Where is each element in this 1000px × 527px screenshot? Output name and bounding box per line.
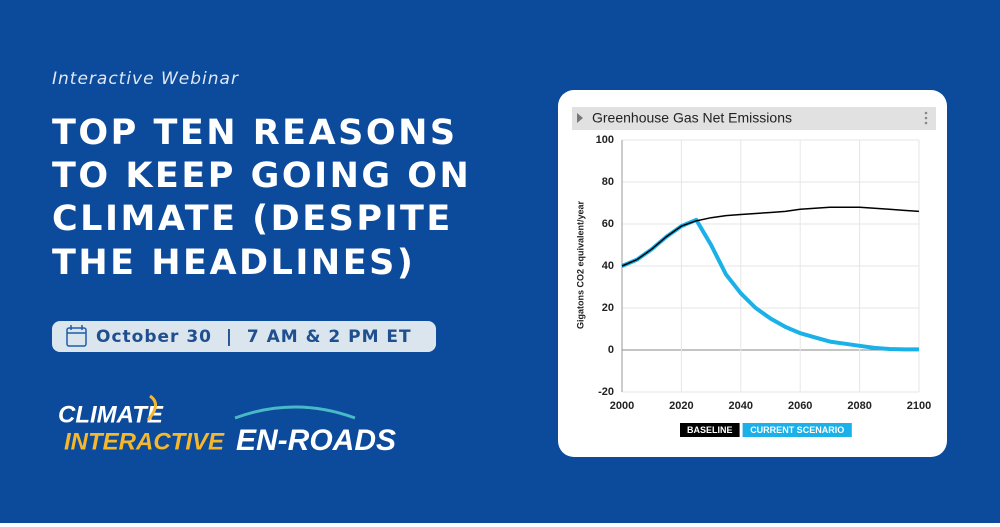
legend-swatch [680,423,740,437]
title-line: TOP TEN REASONS [52,113,458,153]
y-tick-label: 80 [602,176,614,188]
title-line: CLIMATE (DESPITE [52,199,453,239]
y-tick-label: 40 [602,260,614,272]
series-line [621,206,920,267]
x-tick-label: 2100 [907,400,931,412]
menu-dots [924,111,928,125]
title-line: THE HEADLINES) [52,243,415,283]
x-tick-label: 2080 [847,400,871,412]
y-tick-label: 0 [608,344,614,356]
y-tick-label: 100 [596,134,614,146]
legend-swatch [742,423,852,437]
legend-label: BASELINE [687,425,733,435]
x-tick-label: 2060 [788,400,812,412]
logo-text: CLIMATE [58,401,164,428]
x-tick-label: 2000 [610,400,634,412]
x-tick-label: 2020 [669,400,693,412]
y-tick-label: 60 [602,218,614,230]
logo-text: INTERACTIVE [64,428,225,455]
chart-header [572,107,936,130]
legend-label: CURRENT SCENARIO [750,425,844,435]
chart-title: Greenhouse Gas Net Emissions [592,110,792,126]
y-tick-label: -20 [598,386,614,398]
title: TOP TEN REASONS TO KEEP GOING ON CLIMATE… [52,113,471,283]
title-line: TO KEEP GOING ON [52,156,471,196]
logo-swoosh [234,405,356,420]
y-tick-label: 20 [602,302,614,314]
x-tick-label: 2040 [729,400,753,412]
date-pill [52,321,436,352]
y-axis-label: Gigatons CO2 equivalent/year [575,200,585,329]
eyebrow: Interactive Webinar [52,69,239,89]
date: October 30 | 7 AM & 2 PM ET [96,327,412,347]
logo-arrow [146,394,157,421]
logo-text: EN-ROADS [236,424,396,457]
calendar-icon [66,325,87,347]
collapse-icon [577,113,583,123]
